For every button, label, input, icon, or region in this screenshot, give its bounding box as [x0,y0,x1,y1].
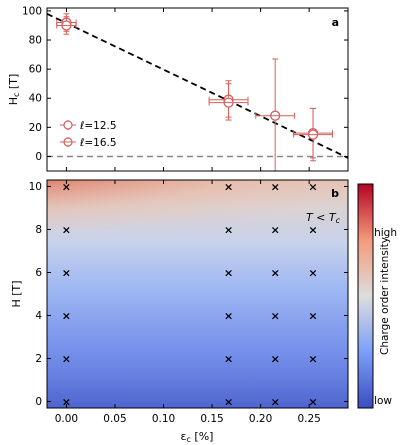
grid-marker-2-5: × [224,223,233,236]
grid-marker-2-4: × [224,266,233,279]
y-tick-label: 0 [35,151,42,163]
legend-marker-1 [63,120,73,130]
panel-b-xlabel: εc [%] [181,430,214,444]
panel-a-frame [46,7,349,172]
legend-label-2: ℓ=16.5 [79,137,117,149]
grid-marker-1-2: × [62,353,71,366]
legend: ℓ=12.5 ℓ=16.5 [60,120,117,149]
panel-b-letter: b [331,187,339,200]
grid-marker-1-4: × [62,266,71,279]
grid-marker-2-3: × [224,310,233,323]
grid-marker-3-5: × [271,223,280,236]
y-tick-label: 8 [35,224,42,236]
grid-marker-2-2: × [224,353,233,366]
legend-label-1: ℓ=12.5 [79,120,117,132]
panel-a-ylabel: Hc [T] [7,74,21,106]
grid-marker-3-2: × [271,353,280,366]
x-tick-label: 0.10 [152,413,175,425]
grid-marker-4-6: × [308,180,317,193]
x-tick-label: 0.15 [200,413,223,425]
colorbar-gradient [357,183,374,409]
y-tick-label: 10 [29,181,42,193]
grid-marker-1-6: × [62,180,71,193]
y-tick-label: 20 [29,122,42,134]
heatmap [47,180,348,408]
y-tick-label: 60 [29,64,42,76]
grid-marker-1-3: × [62,310,71,323]
grid-marker-4-3: × [308,310,317,323]
y-tick-label: 80 [29,35,42,47]
data-point-s2-2 [208,83,249,121]
data-point-s2-3 [255,58,296,171]
grid-marker-3-4: × [271,266,280,279]
x-tick-label: 0.00 [55,413,78,425]
y-tick-label: 2 [35,353,42,365]
colorbar-high-label: high [374,227,397,239]
colorbar-low-label: low [374,395,392,407]
colorbar-label: Charge order intensity [379,237,391,355]
x-tick-label: 0.05 [103,413,126,425]
y-tick-label: 0 [35,396,42,408]
y-tick-label: 6 [35,267,42,279]
panel-b-annotation: T < Tc [306,211,341,225]
y-tick-label: 4 [35,310,42,322]
legend-entry-2: ℓ=16.5 [60,137,117,149]
grid-marker-2-1: × [224,396,233,409]
panel-b-frame [46,179,349,409]
grid-marker-4-4: × [308,266,317,279]
data-point-s2-4 [293,107,333,162]
panel-a-x-ticks [65,8,310,171]
x-tick-label: 0.25 [297,413,320,425]
grid-marker-4-1: × [308,396,317,409]
colorbar: high low Charge order intensity [357,183,397,409]
panel-b-markers: × × × × × × × × × × × × × × × × × × × × × × × × [62,180,318,408]
grid-marker-3-3: × [271,310,280,323]
grid-marker-1-1: × [62,396,71,409]
panel-a-points [56,13,333,171]
data-point-s2-1 [56,16,77,35]
grid-marker-3-1: × [271,396,280,409]
panel-a: 0 20 40 60 80 100 Hc [T] a ℓ=12.5 ℓ=16.5 [7,5,349,172]
panel-b-x-ticks: 0.00 0.05 0.10 0.15 0.20 0.25 [55,180,321,425]
panel-a-y-ticks: 0 20 40 60 80 100 [22,5,348,163]
panel-a-letter: a [332,16,339,29]
grid-marker-4-5: × [308,223,317,236]
grid-marker-1-5: × [62,223,71,236]
x-tick-label: 0.20 [249,413,272,425]
grid-marker-2-6: × [224,180,233,193]
panel-b-y-ticks: 0 2 4 6 8 10 [29,181,348,408]
grid-marker-3-6: × [271,180,280,193]
fit-line [46,13,349,159]
y-tick-label: 40 [29,93,42,105]
legend-entry-1: ℓ=12.5 [60,120,117,132]
grid-marker-4-2: × [308,353,317,366]
y-tick-label: 100 [22,5,42,17]
panel-b-ylabel: H [T] [10,280,23,307]
